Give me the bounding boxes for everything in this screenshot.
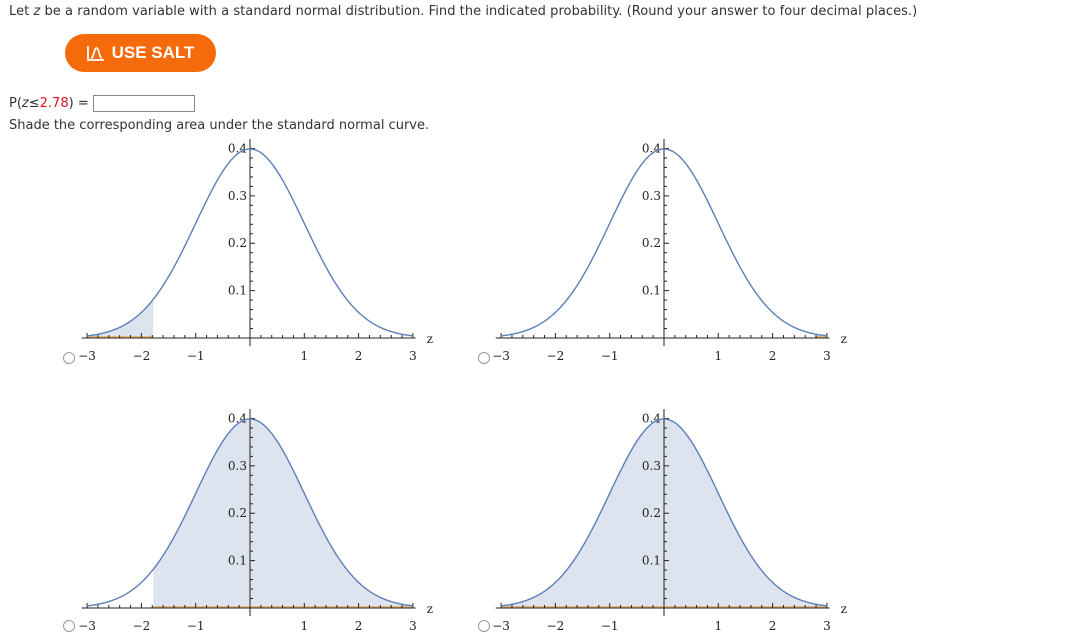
svg-text:1: 1 bbox=[714, 349, 722, 363]
prob-value: 2.78 bbox=[39, 96, 69, 111]
svg-text:−2: −2 bbox=[547, 349, 565, 363]
radio-option-b[interactable] bbox=[478, 352, 490, 364]
use-salt-button[interactable]: USE SALT bbox=[65, 34, 216, 72]
svg-text:−3: −3 bbox=[78, 349, 96, 363]
normal-curve bbox=[501, 418, 827, 607]
svg-text:0.1: 0.1 bbox=[642, 284, 661, 298]
svg-text:0.1: 0.1 bbox=[228, 284, 247, 298]
prob-prefix: P( bbox=[9, 96, 22, 111]
normal-curve bbox=[87, 148, 413, 337]
radio-option-a[interactable] bbox=[63, 352, 75, 364]
radio-option-c[interactable] bbox=[63, 620, 75, 632]
normal-curve bbox=[501, 148, 827, 337]
svg-text:0.3: 0.3 bbox=[228, 459, 247, 473]
svg-text:0.3: 0.3 bbox=[642, 459, 661, 473]
svg-text:3: 3 bbox=[409, 349, 417, 363]
prob-op: ≤ bbox=[28, 96, 40, 111]
svg-text:0.2: 0.2 bbox=[642, 506, 661, 520]
radio-option-d[interactable] bbox=[478, 620, 490, 632]
probability-answer-input[interactable] bbox=[92, 95, 195, 112]
svg-text:−3: −3 bbox=[492, 349, 510, 363]
normal-curve bbox=[87, 418, 413, 607]
svg-text:0.2: 0.2 bbox=[228, 506, 247, 520]
use-salt-label: USE SALT bbox=[111, 43, 195, 62]
svg-text:0.1: 0.1 bbox=[228, 554, 247, 568]
svg-text:z: z bbox=[427, 332, 433, 346]
svg-text:−1: −1 bbox=[187, 349, 205, 363]
shaded-area bbox=[153, 418, 413, 608]
svg-text:−1: −1 bbox=[601, 349, 619, 363]
svg-text:−2: −2 bbox=[133, 349, 151, 363]
svg-text:z: z bbox=[841, 602, 847, 616]
svg-text:0.4: 0.4 bbox=[642, 141, 661, 155]
prob-suffix: ) = bbox=[68, 96, 89, 111]
svg-text:0.4: 0.4 bbox=[642, 411, 661, 425]
salt-bell-curve-icon bbox=[86, 46, 104, 61]
svg-text:0.3: 0.3 bbox=[228, 189, 247, 203]
svg-text:0.3: 0.3 bbox=[642, 189, 661, 203]
probability-statement: P(z ≤ 2.78) = bbox=[9, 95, 195, 112]
prob-var: z bbox=[21, 96, 29, 111]
svg-text:1: 1 bbox=[300, 349, 308, 363]
svg-text:2: 2 bbox=[769, 349, 777, 363]
svg-text:z: z bbox=[427, 602, 433, 616]
svg-text:0.2: 0.2 bbox=[228, 236, 247, 250]
svg-text:0.1: 0.1 bbox=[642, 554, 661, 568]
shade-instruction: Shade the corresponding area under the s… bbox=[9, 118, 430, 133]
svg-text:0.2: 0.2 bbox=[642, 236, 661, 250]
svg-text:z: z bbox=[841, 332, 847, 346]
svg-text:2: 2 bbox=[355, 349, 363, 363]
shaded-area bbox=[87, 299, 154, 338]
svg-text:3: 3 bbox=[823, 349, 831, 363]
question-text: Let z be a random variable with a standa… bbox=[9, 4, 918, 19]
svg-text:0.4: 0.4 bbox=[228, 141, 247, 155]
svg-text:0.4: 0.4 bbox=[228, 411, 247, 425]
